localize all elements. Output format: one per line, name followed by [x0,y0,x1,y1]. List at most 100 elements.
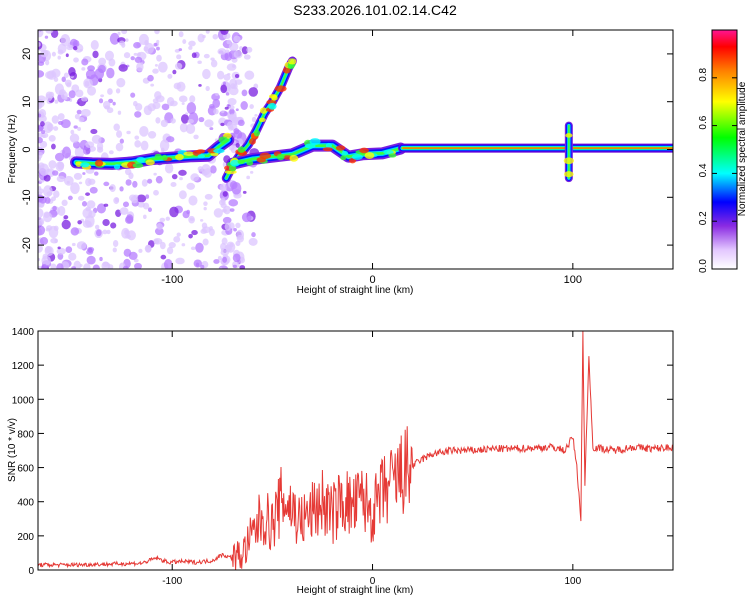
snr-y-tick-label: 0 [28,566,34,577]
noise-speckle [42,134,46,138]
noise-speckle [106,67,115,79]
noise-speckle [221,208,227,213]
noise-speckle [239,46,243,51]
noise-speckle [195,242,204,253]
noise-speckle [249,104,254,109]
noise-speckle [213,108,219,115]
noise-speckle [195,262,200,267]
noise-speckle [209,226,213,231]
noise-speckle [155,175,163,184]
noise-speckle [189,217,195,221]
noise-speckle [220,197,226,204]
noise-speckle [202,238,209,246]
noise-speckle [235,108,239,112]
noise-speckle [188,233,193,239]
noise-speckle [38,146,41,152]
track-blob [259,107,268,114]
noise-speckle [119,138,124,144]
noise-speckle [217,48,227,55]
noise-speckle [107,263,111,267]
noise-speckle [244,70,255,80]
track-blob [565,133,573,138]
noise-speckle [224,106,229,110]
noise-speckle [166,246,174,255]
colorbar [711,29,738,270]
noise-speckle [54,99,59,104]
track-blob [175,153,184,161]
track-blob [287,64,295,70]
noise-speckle [191,52,197,59]
spectrogram-y-tick-label: -10 [21,189,33,205]
noise-speckle [70,182,80,195]
noise-speckle [193,134,199,140]
noise-speckle [57,246,61,250]
noise-speckle [102,219,110,227]
noise-speckle [156,46,160,51]
track-blob [253,129,260,137]
noise-speckle [73,125,78,129]
noise-speckle [71,242,76,247]
noise-speckle [119,207,129,215]
noise-speckle [165,216,171,221]
noise-speckle [175,257,185,265]
noise-speckle [233,83,238,90]
noise-speckle [137,52,141,57]
noise-speckle [38,95,46,103]
noise-speckle [235,222,241,229]
noise-speckle [190,173,200,182]
noise-speckle [220,30,229,35]
noise-speckle [185,123,196,135]
noise-speckle [114,197,120,203]
noise-speckle [248,87,259,97]
noise-speckle [201,226,211,234]
noise-speckle [160,119,168,128]
noise-speckle [157,61,168,73]
noise-speckle [38,208,44,219]
noise-speckle [125,179,132,186]
track-blob [230,159,240,167]
noise-speckle [160,254,167,260]
noise-speckle [233,35,241,43]
noise-speckle [227,97,237,106]
noise-speckle [147,207,152,213]
noise-speckle [223,74,231,81]
track-blob [364,152,375,159]
track-blob [94,159,104,167]
noise-speckle [228,42,239,52]
noise-speckle [182,39,187,44]
noise-speckle [86,200,96,209]
track-blob [359,147,369,154]
noise-speckle [78,117,85,123]
noise-speckle [43,174,51,182]
track-blob [145,159,155,166]
snr-series-line [38,331,673,570]
snr-y-tick-label: 1200 [12,361,35,372]
noise-speckle [134,135,140,140]
noise-speckle [154,227,164,236]
track-blob [258,117,266,122]
noise-speckle [202,68,211,80]
noise-speckle [77,220,82,225]
noise-speckle [56,175,66,183]
noise-speckle [251,232,256,238]
noise-speckle [43,185,53,198]
noise-speckle [210,165,217,174]
noise-speckle [81,58,89,66]
track-blob [388,153,397,158]
noise-speckle [38,195,47,204]
noise-speckle [61,199,68,207]
noise-speckle [81,67,86,71]
track-blob [237,146,246,153]
noise-speckle [54,152,65,162]
noise-speckle [200,219,204,222]
spectrogram-y-tick-label: 10 [21,96,33,108]
chart-title: S233.2026.101.02.14.C42 [293,2,457,18]
noise-speckle [39,163,50,176]
noise-speckle [85,141,95,149]
noise-speckle [94,171,99,176]
noise-speckle [38,217,45,226]
track-blob [268,102,277,110]
colorbar-tick-label: 0.2 [698,211,709,225]
noise-speckle [133,42,141,49]
